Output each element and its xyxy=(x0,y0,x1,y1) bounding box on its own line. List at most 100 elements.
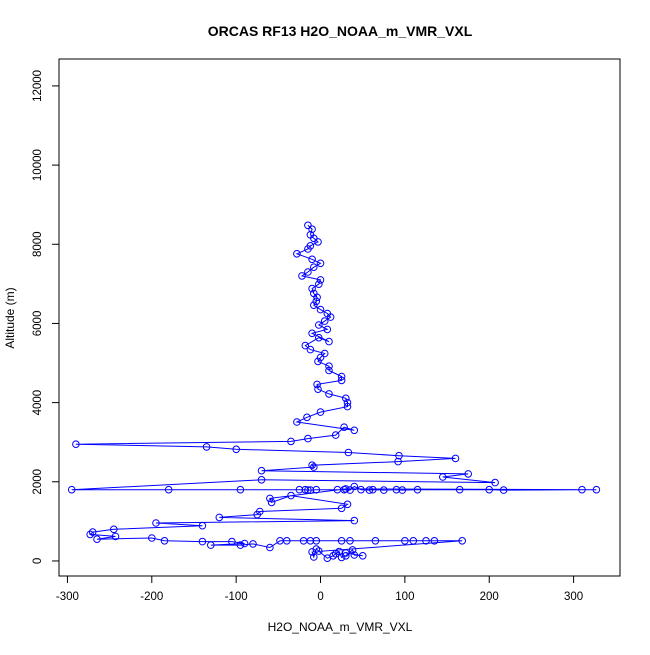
y-tick-label: 4000 xyxy=(32,390,44,416)
data-point xyxy=(422,537,430,545)
data-point xyxy=(283,537,291,545)
data-point xyxy=(325,362,333,371)
data-point xyxy=(232,445,240,454)
data-point xyxy=(312,297,321,306)
x-tick-label: -300 xyxy=(56,591,79,603)
data-point xyxy=(392,485,401,494)
data-point xyxy=(350,426,359,435)
y-tick-label: 12000 xyxy=(32,70,44,102)
data-point xyxy=(308,284,316,293)
data-point xyxy=(287,491,295,500)
data-point xyxy=(310,301,318,310)
data-point xyxy=(257,476,266,484)
data-point xyxy=(314,238,322,246)
data-point xyxy=(464,470,473,478)
data-point xyxy=(160,537,169,545)
data-point xyxy=(369,485,377,494)
x-axis: -300 -200 -100 0 100 200 300 xyxy=(56,575,583,603)
data-point xyxy=(348,546,357,554)
data-point xyxy=(298,272,306,280)
x-tick-label: 100 xyxy=(395,591,414,603)
data-point xyxy=(304,486,312,494)
data-point xyxy=(202,443,211,451)
y-tick-label: 0 xyxy=(32,558,44,564)
data-point xyxy=(325,390,333,398)
data-point xyxy=(485,485,494,494)
data-point xyxy=(316,305,325,314)
data-point xyxy=(395,451,403,460)
data-point xyxy=(315,280,323,289)
data-point xyxy=(316,353,325,362)
data-point xyxy=(394,457,402,466)
data-point xyxy=(358,552,367,560)
data-point xyxy=(350,482,359,491)
data-point xyxy=(365,486,374,494)
data-point xyxy=(313,293,321,302)
data-point xyxy=(343,500,352,509)
data-point xyxy=(293,418,301,426)
data-point xyxy=(346,537,354,545)
data-point xyxy=(110,525,118,534)
data-point xyxy=(215,513,224,522)
data-point xyxy=(315,547,323,555)
x-tick-label: 200 xyxy=(480,591,499,603)
data-point xyxy=(88,528,97,536)
data-point xyxy=(337,553,346,562)
data-point xyxy=(409,537,418,545)
data-point xyxy=(293,250,301,258)
data-point xyxy=(198,537,207,546)
data-point xyxy=(430,537,439,545)
x-tick-label: 0 xyxy=(317,591,323,603)
y-tick-label: 6000 xyxy=(32,311,44,337)
data-point xyxy=(337,537,346,545)
data-point xyxy=(455,485,464,494)
data-point xyxy=(371,537,380,545)
data-point xyxy=(350,551,359,559)
data-point xyxy=(111,532,120,541)
data-point xyxy=(67,485,76,494)
data-point xyxy=(301,485,310,494)
data-point xyxy=(325,337,333,346)
data-point xyxy=(306,537,315,545)
data-point xyxy=(267,498,276,507)
x-tick-label: 300 xyxy=(564,591,583,603)
data-point xyxy=(304,245,312,253)
data-point xyxy=(357,485,365,494)
data-point xyxy=(308,461,316,470)
data-point xyxy=(320,349,329,358)
series-line xyxy=(71,224,597,559)
data-point xyxy=(253,510,262,519)
data-point xyxy=(257,466,266,475)
data-point xyxy=(236,541,245,549)
data-point xyxy=(380,486,388,494)
data-point xyxy=(320,317,329,325)
data-point xyxy=(329,552,338,560)
data-point xyxy=(313,380,321,389)
series-layer xyxy=(67,221,601,563)
data-point xyxy=(337,504,346,513)
data-point xyxy=(499,486,508,494)
data-point xyxy=(578,485,586,494)
y-tick-label: 8000 xyxy=(32,231,44,257)
data-point xyxy=(152,519,160,527)
data-point xyxy=(86,530,94,539)
data-point xyxy=(398,486,407,494)
data-point xyxy=(93,535,101,544)
data-point xyxy=(240,539,249,548)
data-point xyxy=(340,423,348,432)
data-point xyxy=(323,325,332,334)
data-point xyxy=(343,398,352,407)
data-point xyxy=(164,485,173,494)
data-point xyxy=(303,413,311,422)
data-point xyxy=(350,516,359,525)
data-point xyxy=(308,329,316,338)
data-point xyxy=(304,221,312,230)
data-point xyxy=(401,537,409,545)
data-point xyxy=(337,372,346,381)
data-point xyxy=(337,376,346,385)
data-point xyxy=(439,473,447,481)
data-point xyxy=(312,545,321,553)
data-point xyxy=(306,486,315,494)
